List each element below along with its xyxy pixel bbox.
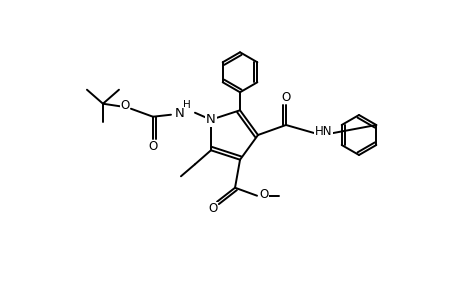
- Text: N: N: [175, 107, 185, 120]
- Text: N: N: [206, 113, 215, 126]
- Text: O: O: [120, 99, 129, 112]
- Text: O: O: [259, 188, 268, 201]
- Text: HN: HN: [314, 124, 332, 137]
- Text: O: O: [281, 91, 290, 103]
- Text: H: H: [183, 100, 190, 110]
- Text: O: O: [208, 202, 217, 215]
- Text: O: O: [148, 140, 157, 153]
